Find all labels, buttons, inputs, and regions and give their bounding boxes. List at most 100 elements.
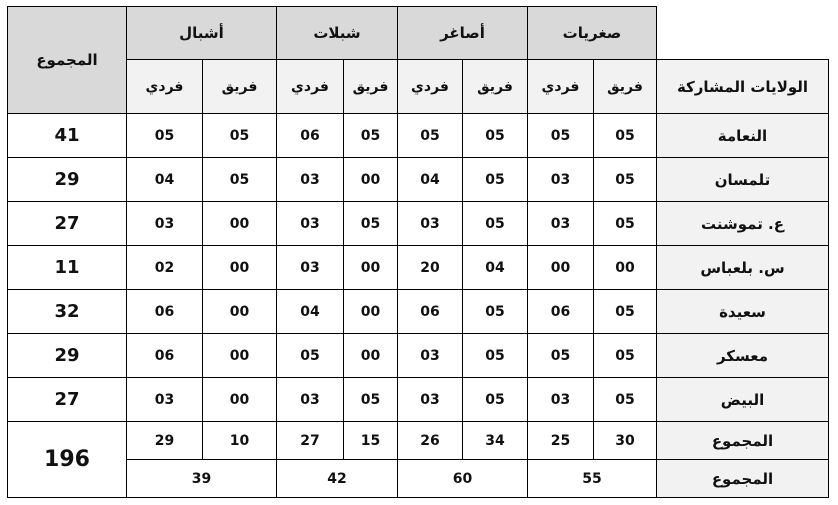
team-value: 05 bbox=[593, 201, 657, 246]
individual-value: 04 bbox=[126, 157, 203, 202]
state-name: النعامة bbox=[656, 113, 829, 158]
team-value: 05 bbox=[462, 333, 528, 378]
individual-sum: 26 bbox=[397, 421, 463, 460]
individual-value: 03 bbox=[397, 201, 463, 246]
individual-sum: 29 bbox=[126, 421, 203, 460]
team-value: 00 bbox=[343, 333, 398, 378]
group-sum: 55 bbox=[527, 459, 657, 498]
state-name: سعيدة bbox=[656, 289, 829, 334]
team-value: 05 bbox=[462, 157, 528, 202]
team-value: 05 bbox=[462, 113, 528, 158]
individual-value: 05 bbox=[126, 113, 203, 158]
individual-value: 04 bbox=[276, 289, 344, 334]
individual-value: 06 bbox=[126, 289, 203, 334]
team-value: 05 bbox=[202, 157, 277, 202]
table-row: ع. تموشنت 05 03 05 03 05 03 00 03 27 bbox=[7, 201, 829, 246]
team-sum: 30 bbox=[593, 421, 657, 460]
empty-corner bbox=[656, 6, 829, 60]
group-sum: 42 bbox=[276, 459, 398, 498]
team-value: 00 bbox=[202, 245, 277, 290]
state-name: ع. تموشنت bbox=[656, 201, 829, 246]
individual-value: 00 bbox=[527, 245, 594, 290]
individual-value: 03 bbox=[527, 377, 594, 422]
individual-value: 02 bbox=[126, 245, 203, 290]
team-value: 00 bbox=[343, 157, 398, 202]
team-value: 05 bbox=[462, 289, 528, 334]
individual-value: 20 bbox=[397, 245, 463, 290]
row-total: 32 bbox=[7, 289, 127, 334]
individual-value: 05 bbox=[276, 333, 344, 378]
individual-value: 06 bbox=[527, 289, 594, 334]
individual-header: فردي bbox=[397, 59, 463, 114]
team-value: 00 bbox=[343, 245, 398, 290]
team-sum: 10 bbox=[202, 421, 277, 460]
row-total: 11 bbox=[7, 245, 127, 290]
individual-value: 06 bbox=[276, 113, 344, 158]
table-row: البيض 05 03 05 03 05 03 00 03 27 bbox=[7, 377, 829, 422]
group-sum-label: المجموع bbox=[656, 459, 829, 498]
individual-value: 03 bbox=[397, 377, 463, 422]
individual-value: 03 bbox=[527, 157, 594, 202]
team-value: 05 bbox=[593, 289, 657, 334]
individual-value: 03 bbox=[276, 245, 344, 290]
individual-header: فردي bbox=[126, 59, 203, 114]
group-header: أشبال bbox=[126, 6, 277, 60]
individual-value: 03 bbox=[276, 377, 344, 422]
team-value: 05 bbox=[343, 201, 398, 246]
team-value: 05 bbox=[202, 113, 277, 158]
team-value: 05 bbox=[593, 333, 657, 378]
state-name: البيض bbox=[656, 377, 829, 422]
individual-value: 05 bbox=[527, 333, 594, 378]
individual-value: 04 bbox=[397, 157, 463, 202]
group-header: أصاغر bbox=[397, 6, 528, 60]
individual-header: فردي bbox=[527, 59, 594, 114]
individual-value: 05 bbox=[397, 113, 463, 158]
table-row: س. بلعباس 00 00 04 20 00 03 00 02 11 bbox=[7, 245, 829, 290]
table-row: سعيدة 05 06 05 06 00 04 00 06 32 bbox=[7, 289, 829, 334]
individual-value: 03 bbox=[126, 201, 203, 246]
group-header: صغريات bbox=[527, 6, 657, 60]
results-table: صغريات أصاغر شبلات أشبال المجموع الولايا… bbox=[7, 6, 829, 498]
state-name: تلمسان bbox=[656, 157, 829, 202]
team-value: 05 bbox=[462, 201, 528, 246]
team-value: 04 bbox=[462, 245, 528, 290]
team-value: 05 bbox=[593, 113, 657, 158]
team-header: فريق bbox=[593, 59, 657, 114]
team-value: 00 bbox=[202, 377, 277, 422]
row-total: 29 bbox=[7, 333, 127, 378]
team-sum: 34 bbox=[462, 421, 528, 460]
state-name: س. بلعباس bbox=[656, 245, 829, 290]
team-header: فريق bbox=[343, 59, 398, 114]
individual-value: 03 bbox=[276, 201, 344, 246]
individual-value: 05 bbox=[527, 113, 594, 158]
individual-value: 03 bbox=[527, 201, 594, 246]
individual-value: 06 bbox=[126, 333, 203, 378]
sum-label: المجموع bbox=[656, 421, 829, 460]
individual-header: فردي bbox=[276, 59, 344, 114]
team-header: فريق bbox=[462, 59, 528, 114]
grand-total: 196 bbox=[7, 421, 127, 498]
team-value: 05 bbox=[343, 377, 398, 422]
row-total: 27 bbox=[7, 201, 127, 246]
individual-value: 03 bbox=[397, 333, 463, 378]
team-header: فريق bbox=[202, 59, 277, 114]
individual-sum: 25 bbox=[527, 421, 594, 460]
team-value: 00 bbox=[593, 245, 657, 290]
table-row: معسكر 05 05 05 03 00 05 00 06 29 bbox=[7, 333, 829, 378]
group-sum: 60 bbox=[397, 459, 528, 498]
team-sum: 15 bbox=[343, 421, 398, 460]
individual-value: 03 bbox=[276, 157, 344, 202]
group-sum-row: المجموع 55 60 42 39 bbox=[8, 459, 829, 498]
team-value: 00 bbox=[202, 289, 277, 334]
individual-value: 03 bbox=[126, 377, 203, 422]
group-header: شبلات bbox=[276, 6, 398, 60]
row-total: 41 bbox=[7, 113, 127, 158]
states-header: الولايات المشاركة bbox=[656, 59, 829, 114]
team-value: 05 bbox=[593, 157, 657, 202]
individual-sum: 27 bbox=[276, 421, 344, 460]
sum-row: المجموع 30 25 34 26 15 27 10 29 196 bbox=[7, 421, 829, 498]
table-row: تلمسان 05 03 05 04 00 03 05 04 29 bbox=[7, 157, 829, 202]
team-value: 00 bbox=[202, 333, 277, 378]
team-value: 05 bbox=[343, 113, 398, 158]
individual-value: 06 bbox=[397, 289, 463, 334]
